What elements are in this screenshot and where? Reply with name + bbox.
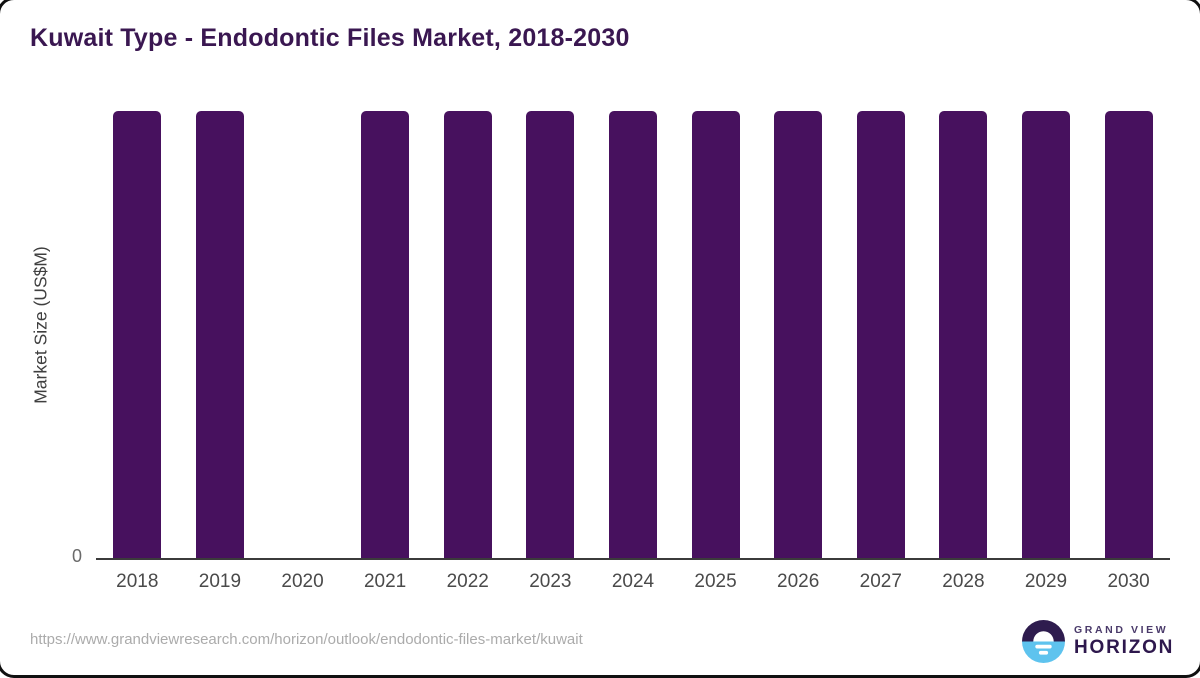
bar-slot-2026 [757,111,840,558]
brand-wordmark: GRAND VIEW HORIZON [1074,624,1174,658]
y-tick-label-zero: 0 [71,546,82,566]
x-tick-label-2026: 2026 [777,571,820,592]
brand-logo: GRAND VIEW HORIZON [1022,620,1174,663]
bar-2025[interactable] [691,111,740,558]
bar-2022[interactable] [443,111,492,558]
bar-slot-2021 [344,111,427,558]
x-tick-label-2019: 2019 [198,571,242,592]
bar-2019[interactable] [195,111,244,558]
x-tick-label-2029: 2029 [1024,571,1068,592]
bar-2027[interactable] [856,111,905,558]
x-axis-labels: 2018 2019 2020 2021 2022 2023 2024 2025 2026 2027… [96,571,1170,593]
bar-slot-2022 [426,111,509,558]
bar-2029[interactable] [1022,111,1070,558]
bar-2021[interactable] [361,111,410,558]
bar-slot-2030 [1087,111,1170,558]
bar-2023[interactable] [526,111,575,558]
source-url: https://www.grandviewresearch.com/horizo… [30,631,583,648]
bars-row [96,111,1170,560]
bar-2026[interactable] [774,111,823,558]
x-tick-label-2030: 2030 [1107,571,1150,592]
x-tick-label-2020: 2020 [281,571,324,592]
bar-2028[interactable] [939,111,988,558]
x-tick-label-2018: 2018 [116,571,159,592]
plot-area: 2018 2019 2020 2021 2022 2023 2024 2025 2026 2027… [96,111,1170,593]
bar-slot-2029 [1005,111,1088,558]
bar-2030[interactable] [1104,111,1153,558]
x-tick-label-2021: 2021 [363,571,407,592]
bar-slot-2020 [261,111,344,558]
bar-2018[interactable] [113,111,162,558]
x-tick-label-2028: 2028 [942,571,985,592]
x-tick-label-2023: 2023 [529,571,572,592]
brand-name-top: GRAND VIEW [1074,624,1169,637]
bar-slot-2018 [96,111,179,558]
brand-name-bottom: HORIZON [1074,636,1175,658]
x-tick-label-2027: 2027 [859,571,902,592]
x-tick-label-2024: 2024 [611,571,655,592]
chart-title: Kuwait Type - Endodontic Files Market, 2… [30,24,630,52]
bar-slot-2028 [922,111,1005,558]
bar-slot-2023 [509,111,592,558]
bar-2024[interactable] [608,111,657,558]
y-axis-label: Market Size (US$M) [30,246,51,404]
x-tick-label-2022: 2022 [446,571,489,592]
bar-slot-2024 [592,111,675,558]
bar-slot-2025 [674,111,757,558]
x-tick-label-2025: 2025 [694,571,737,592]
horizon-sunset-icon [1022,620,1065,663]
bar-slot-2019 [179,111,262,558]
bar-slot-2027 [839,111,922,558]
